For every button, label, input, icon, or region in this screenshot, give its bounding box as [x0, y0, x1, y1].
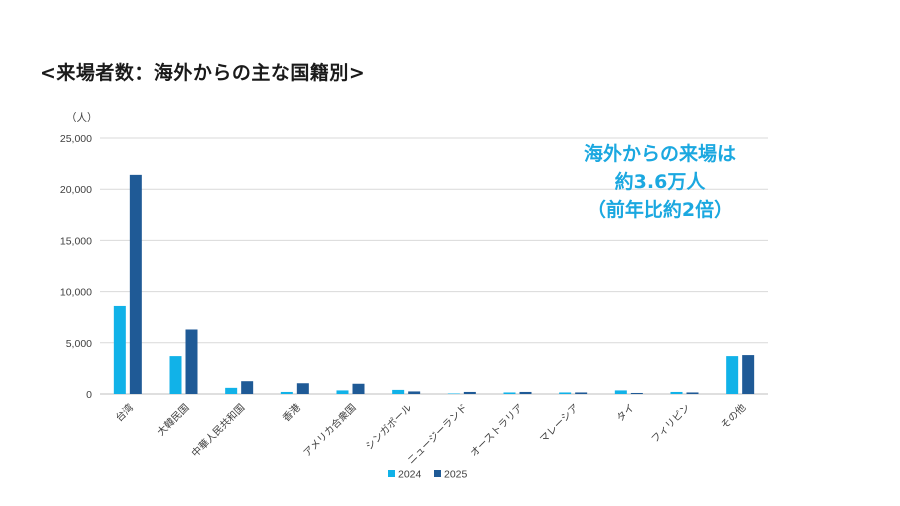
- y-tick-label: 20,000: [60, 184, 92, 196]
- bar-2024: [614, 390, 627, 394]
- bar-2024: [336, 390, 349, 394]
- y-tick-label: 15,000: [60, 235, 92, 247]
- bar-2025: [241, 381, 254, 394]
- y-tick-label: 5,000: [66, 338, 92, 350]
- bar-2024: [113, 305, 126, 394]
- legend-swatch-2025: [434, 470, 441, 477]
- bar-2025: [296, 383, 309, 394]
- bar-2025: [185, 329, 198, 394]
- bar-2025: [408, 391, 421, 394]
- x-tick-label: オーストラリア: [468, 402, 526, 460]
- bar-2025: [352, 383, 365, 394]
- bar-2025: [463, 391, 476, 394]
- annotation-line-3: （前年比約2倍）: [586, 199, 734, 221]
- y-axis-unit-label: （人）: [66, 112, 98, 124]
- bar-2024: [726, 356, 739, 394]
- y-tick-label: 25,000: [60, 133, 92, 145]
- x-tick-label: その他: [718, 401, 748, 431]
- x-tick-label: 香港: [280, 402, 303, 425]
- x-tick-label: 台湾: [113, 401, 136, 424]
- bar-2025: [742, 355, 755, 394]
- bar-2024: [225, 387, 238, 394]
- bar-2025: [630, 392, 643, 394]
- legend-label-2025: 2025: [444, 469, 468, 481]
- bar-2024: [670, 391, 683, 394]
- bar-2024: [392, 389, 405, 394]
- bar-2024: [280, 391, 293, 394]
- x-tick-label: フィリピン: [649, 402, 693, 446]
- y-tick-label: 10,000: [60, 287, 92, 299]
- legend-swatch-2024: [388, 470, 395, 477]
- x-tick-label: ニュージーランド: [405, 402, 470, 467]
- x-tick-label: 中華人民共和国: [189, 401, 248, 460]
- bar-2024: [447, 393, 460, 394]
- bar-2025: [129, 174, 142, 394]
- annotation-line-2: 約3.6万人: [614, 171, 706, 193]
- x-tick-label: マレーシア: [538, 402, 581, 445]
- bar-2025: [686, 392, 699, 394]
- x-tick-label: タイ: [614, 402, 637, 425]
- bar-2025: [575, 392, 588, 394]
- annotation-text: 海外からの来場は 約3.6万人 （前年比約2倍）: [540, 140, 780, 224]
- gridlines: [100, 137, 768, 395]
- y-axis: 0 5,000 10,000 15,000 20,000 25,000 （人）: [60, 112, 98, 401]
- y-tick-label: 0: [86, 389, 92, 401]
- slide-title: <来場者数：海外からの主な国籍別>: [40, 62, 366, 84]
- bar-2024: [169, 356, 182, 394]
- bar-2024: [559, 392, 572, 394]
- bar-2024: [503, 392, 516, 394]
- legend-label-2024: 2024: [398, 469, 422, 481]
- bar-2025: [519, 391, 532, 394]
- x-tick-label: 大韓民国: [154, 401, 191, 438]
- x-tick-label: シンガポール: [363, 402, 414, 453]
- x-tick-label: アメリカ合衆国: [300, 401, 358, 459]
- legend: 2024 2025: [388, 469, 468, 481]
- bars: [113, 174, 755, 394]
- annotation-line-1: 海外からの来場は: [583, 143, 736, 165]
